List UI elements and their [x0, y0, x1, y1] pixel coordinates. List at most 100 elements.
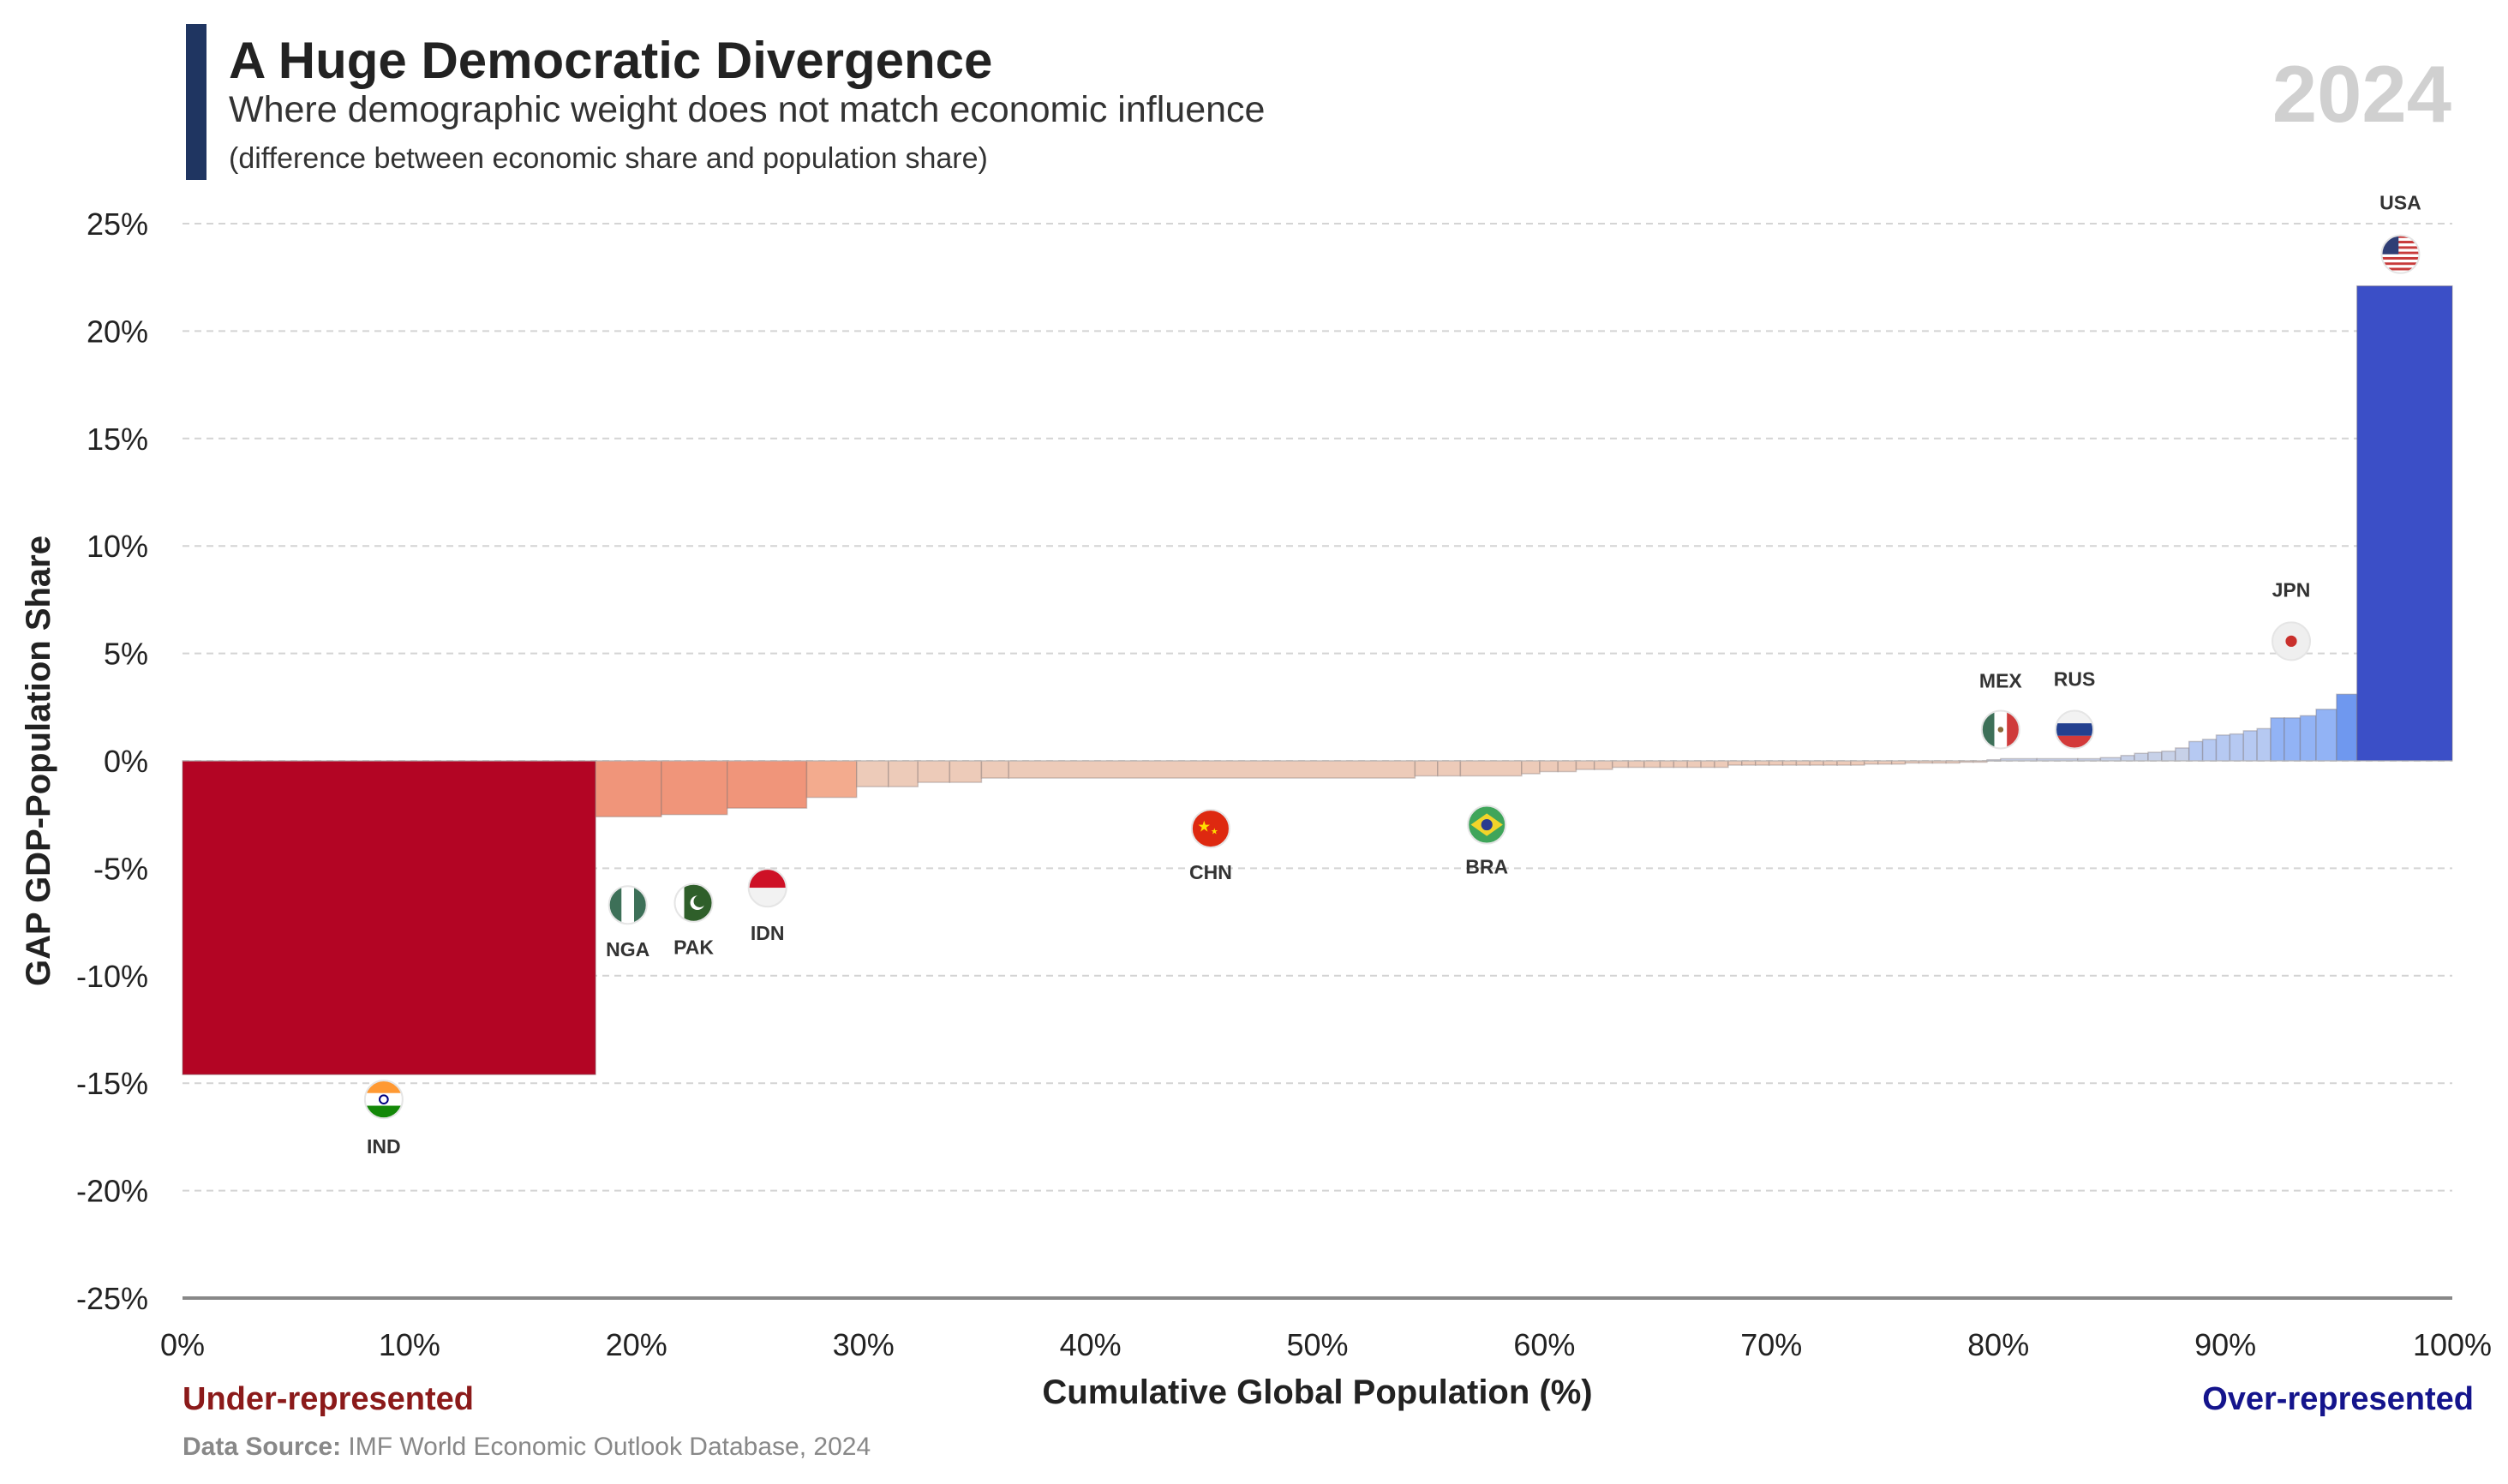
bar	[1809, 760, 1824, 766]
country-label-bra: BRA	[1465, 856, 1508, 878]
x-tick-label: 0%	[160, 1327, 205, 1362]
flag-stripe	[748, 888, 787, 907]
flag-emblem	[1997, 727, 2004, 733]
bar	[1877, 760, 1893, 765]
bar-usa	[2355, 284, 2453, 762]
year-label: 2024	[2272, 49, 2451, 139]
chart-note: (difference between economic share and p…	[229, 142, 988, 175]
bar	[1643, 760, 1661, 769]
bar-jpn	[2299, 715, 2317, 762]
pakistan-flag	[673, 883, 714, 923]
bar	[2315, 709, 2337, 762]
mexico-flag	[1980, 709, 2020, 750]
flag-ring	[2380, 234, 2421, 274]
flag-stripe	[2381, 251, 2420, 254]
x-tick-label: 60%	[1513, 1327, 1575, 1362]
bar	[917, 760, 951, 783]
bar	[2256, 727, 2272, 762]
flag-ring	[363, 1080, 404, 1120]
bar	[2336, 693, 2358, 762]
flag-ring	[1467, 805, 1507, 845]
y-tick-label: 10%	[87, 529, 148, 564]
bar	[1414, 760, 1439, 777]
bar	[980, 760, 1009, 779]
flag-crescent-cut	[693, 895, 706, 907]
bar	[949, 760, 983, 783]
bar	[2147, 751, 2163, 762]
flag-stripe	[2381, 241, 2420, 244]
title-accent-bar	[186, 24, 207, 180]
nigeria-flag	[608, 885, 648, 925]
x-tick-label: 90%	[2194, 1327, 2256, 1362]
flag-fill	[2272, 622, 2311, 661]
y-tick-label: 25%	[87, 206, 148, 242]
flag-stripe	[748, 869, 787, 889]
flag-sun	[2285, 635, 2297, 647]
x-tick-label: 20%	[606, 1327, 667, 1362]
bar	[1593, 760, 1613, 770]
y-tick-label: -25%	[76, 1281, 148, 1316]
bar	[1768, 760, 1784, 766]
flag-ring	[2055, 709, 2095, 750]
country-label-idn: IDN	[751, 922, 785, 944]
bar	[2161, 750, 2176, 762]
bar	[1437, 760, 1462, 777]
country-label-nga: NGA	[606, 938, 649, 960]
country-label-usa: USA	[2379, 192, 2421, 214]
flag-chakra	[379, 1094, 389, 1105]
x-axis-label: Cumulative Global Population (%)	[1042, 1373, 1592, 1411]
bar	[1627, 760, 1645, 769]
flag-stripe	[2381, 265, 2420, 268]
x-tick-label: 100%	[2413, 1327, 2492, 1362]
under-represented-label: Under-represented	[183, 1381, 474, 1417]
country-label-pak: PAK	[673, 936, 714, 959]
bar	[1823, 760, 1838, 766]
bar	[2284, 717, 2301, 762]
flag-star: ★	[1211, 828, 1218, 837]
flag-stripe	[2056, 723, 2094, 736]
y-tick-label: -10%	[76, 959, 148, 994]
x-tick-label: 80%	[1967, 1327, 2029, 1362]
bar	[1755, 760, 1770, 766]
flag-stripe	[2381, 254, 2420, 257]
indonesia-flag	[747, 868, 787, 908]
flag-fill	[2381, 235, 2420, 273]
y-axis-label: GAP GDP-Population Share	[20, 536, 57, 986]
over-represented-label: Over-represented	[2202, 1381, 2474, 1417]
flag-fill	[1468, 805, 1506, 844]
bar	[2175, 747, 2190, 762]
flag-ring	[747, 868, 787, 908]
flag-stripe	[1191, 810, 1230, 848]
flag-ring	[608, 885, 648, 925]
bar	[2099, 757, 2122, 762]
brazil-flag	[1467, 805, 1507, 845]
flag-stripe	[2381, 248, 2420, 252]
bar	[888, 760, 919, 787]
bar	[1727, 760, 1743, 766]
flag-stripe	[2381, 243, 2420, 247]
bar	[1795, 760, 1811, 766]
flag-fill: ★ ★	[1191, 810, 1230, 848]
bar	[2215, 734, 2231, 762]
bar	[856, 760, 889, 787]
flag-ring	[1190, 809, 1230, 849]
bar	[1612, 760, 1630, 769]
bar	[1700, 760, 1715, 769]
bar-ind	[182, 760, 596, 1075]
flag-star: ★	[1197, 817, 1211, 835]
usa-flag	[2380, 234, 2421, 274]
x-tick-label: 40%	[1060, 1327, 1122, 1362]
country-label-ind: IND	[367, 1135, 401, 1158]
bar	[2134, 752, 2149, 762]
bar-pak	[661, 760, 728, 816]
russia-flag	[2055, 709, 2095, 750]
flag-ring	[1980, 709, 2020, 750]
bar	[1557, 760, 1577, 773]
flag-stripe	[2381, 270, 2420, 273]
flag-stripe	[621, 886, 635, 925]
data-source-text: IMF World Economic Outlook Database, 202…	[348, 1433, 871, 1461]
flag-stripe	[364, 1092, 403, 1106]
country-label-mex: MEX	[1979, 669, 2023, 691]
flag-fill	[748, 869, 787, 907]
bar	[1686, 760, 1702, 769]
